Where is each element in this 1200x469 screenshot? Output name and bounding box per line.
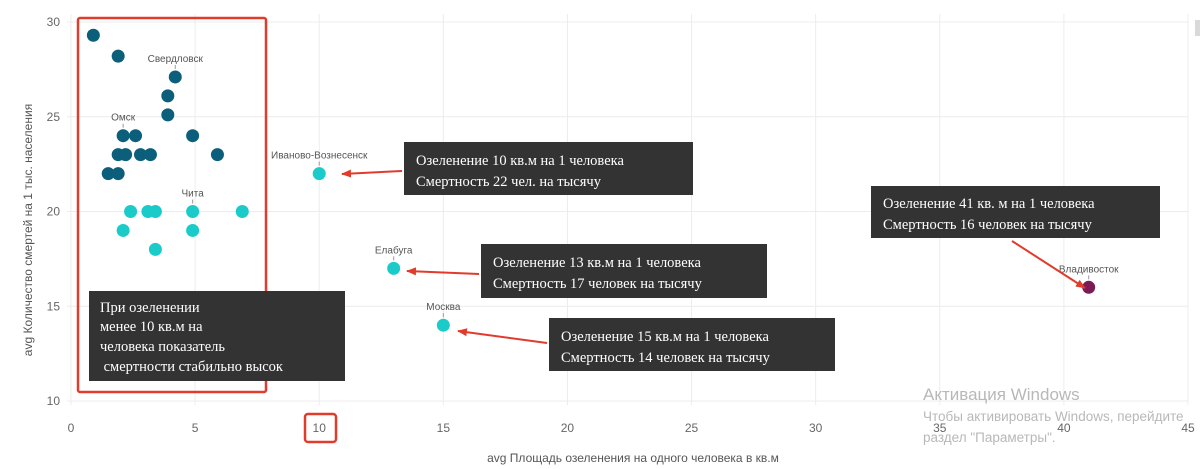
data-point[interactable] <box>116 129 130 143</box>
x-axis-title: avg Площадь озеленения на одного человек… <box>487 451 779 465</box>
point-labels: Свердловск Омск Иваново-Вознесенск Чита Елаб… <box>111 54 1119 318</box>
data-point[interactable] <box>101 167 115 181</box>
callout-box <box>481 244 767 298</box>
data-point[interactable] <box>129 129 143 143</box>
data-point[interactable] <box>168 70 182 84</box>
x-tick-10-highlight-box <box>303 412 338 444</box>
windows-activation-watermark: Активация Windows Чтобы активировать Win… <box>923 385 1184 445</box>
data-point[interactable] <box>186 223 200 237</box>
data-point[interactable] <box>312 167 326 181</box>
data-point[interactable] <box>134 148 148 162</box>
callout-ivanovo: Озеленение 10 кв.м на 1 человека Смертно… <box>404 142 693 195</box>
x-tick-label: 20 <box>561 421 575 435</box>
x-tick-label: 40 <box>1057 421 1071 435</box>
data-point[interactable] <box>86 28 100 42</box>
x-tick-label: 30 <box>809 421 823 435</box>
callout-line: Озеленение 41 кв. м на 1 человека <box>883 196 1095 212</box>
callout-line: Озеленение 10 кв.м на 1 человека <box>416 153 624 169</box>
data-point[interactable] <box>186 205 200 218</box>
point-label: Елабуга <box>375 244 413 256</box>
y-tick-label: 30 <box>47 15 61 29</box>
y-axis-title: avg Количество смертей на 1 тыс. населен… <box>21 104 35 356</box>
x-tick-label: 10 <box>313 421 327 435</box>
point-label: Владивосток <box>1059 264 1119 275</box>
data-point[interactable] <box>210 148 224 162</box>
arrow-ivanovo <box>341 169 403 178</box>
callout-box <box>871 186 1160 238</box>
y-axis-ticks: 10 15 20 25 30 <box>47 15 61 408</box>
data-point[interactable] <box>186 129 200 143</box>
callout-line: Озеленение 13 кв.м на 1 человека <box>493 255 701 271</box>
arrow-elabuga <box>406 267 480 276</box>
y-tick-label: 15 <box>47 299 61 313</box>
x-tick-label: 15 <box>437 421 451 435</box>
callout-line: Смертность 22 чел. на тысячу <box>416 174 602 190</box>
arrow-vladivostok <box>1011 240 1086 289</box>
point-label: Омск <box>111 113 136 124</box>
callout-line: человека показатель <box>100 339 225 355</box>
x-tick-label: 5 <box>192 421 199 435</box>
callout-line: менее 10 кв.м на <box>100 319 203 335</box>
data-point[interactable] <box>143 148 157 162</box>
callout-line: смертности стабильно высок <box>100 359 284 375</box>
callout-line: Смертность 14 человек на тысячу <box>561 350 771 366</box>
callout-line: Озеленение 15 кв.м на 1 человека <box>561 329 769 345</box>
callout-box <box>89 291 345 381</box>
watermark-title: Активация Windows <box>923 385 1080 404</box>
callout-box <box>549 318 835 371</box>
data-point[interactable] <box>148 242 162 256</box>
data-point[interactable] <box>124 205 138 218</box>
data-point[interactable] <box>161 108 175 122</box>
data-point[interactable] <box>119 148 133 162</box>
watermark-line: раздел "Параметры". <box>923 430 1056 445</box>
point-label: Чита <box>181 189 204 200</box>
x-axis-ticks: 0 5 10 15 20 25 30 35 40 45 <box>68 421 1195 435</box>
data-point[interactable] <box>148 205 162 218</box>
data-points <box>86 28 1096 332</box>
callout-line: Смертность 16 человек на тысячу <box>883 217 1093 233</box>
callout-line: При озеленении <box>100 300 200 316</box>
callout-low-greenery: При озеленении менее 10 кв.м на человека… <box>89 291 345 381</box>
point-label: Москва <box>426 302 461 313</box>
callout-vladivostok: Озеленение 41 кв. м на 1 человека Смертн… <box>871 186 1160 238</box>
y-tick-label: 20 <box>47 205 61 219</box>
callout-moscow: Озеленение 15 кв.м на 1 человека Смертно… <box>549 318 835 371</box>
watermark-line: Чтобы активировать Windows, перейдите <box>923 409 1184 424</box>
data-point[interactable] <box>111 49 125 63</box>
callout-elabuga: Озеленение 13 кв.м на 1 человека Смертно… <box>481 244 767 298</box>
scrollbar-edge[interactable] <box>1195 20 1200 36</box>
arrow-moscow <box>457 328 548 344</box>
callout-line: Смертность 17 человек на тысячу <box>493 276 703 292</box>
data-point[interactable] <box>111 167 125 181</box>
x-tick-label: 45 <box>1181 421 1195 435</box>
point-label: Свердловск <box>148 54 204 65</box>
callout-box <box>404 142 693 195</box>
y-tick-label: 10 <box>47 394 61 408</box>
data-point[interactable] <box>436 318 450 332</box>
point-label: Иваново-Вознесенск <box>271 151 368 162</box>
data-point[interactable] <box>161 89 175 103</box>
data-point[interactable] <box>387 261 401 275</box>
x-tick-label: 0 <box>68 421 75 435</box>
x-tick-label: 35 <box>933 421 947 435</box>
data-point[interactable] <box>116 223 130 237</box>
data-point[interactable] <box>235 205 249 218</box>
y-tick-label: 25 <box>47 110 61 124</box>
x-tick-label: 25 <box>685 421 699 435</box>
low-greenery-highlight-box <box>76 16 268 394</box>
